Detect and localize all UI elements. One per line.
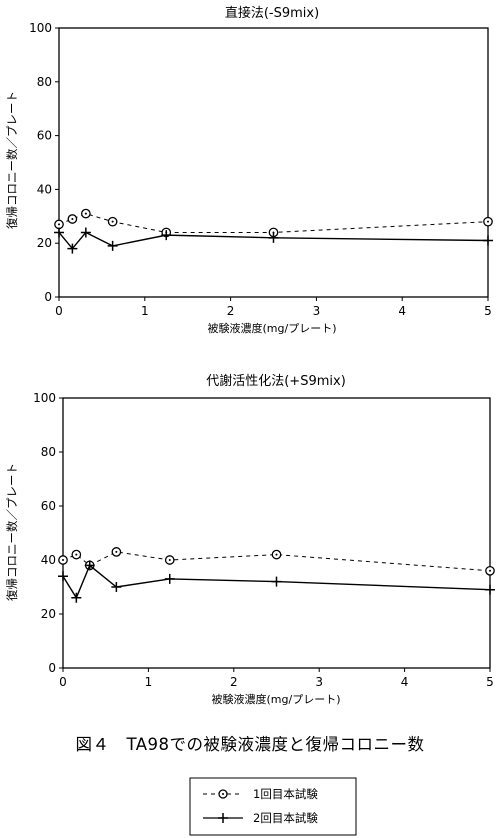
x-tick-label: 0 xyxy=(59,675,67,689)
data-point-series-2 xyxy=(54,227,64,238)
legend-label: 1回目本試験 xyxy=(253,787,318,801)
y-tick-label: 100 xyxy=(29,21,52,35)
data-point-series-2 xyxy=(271,576,282,587)
x-tick-label: 1 xyxy=(141,304,149,318)
x-tick-label: 2 xyxy=(230,675,238,689)
data-point-series-2 xyxy=(161,230,172,241)
x-axis-label: 被験液濃度(mg/プレート) xyxy=(212,692,341,706)
data-point-series-2 xyxy=(67,243,78,254)
y-axis-label: 復帰コロニー数／プレート xyxy=(5,91,19,229)
y-tick-label: 40 xyxy=(37,182,52,196)
y-axis-label: 復帰コロニー数／プレート xyxy=(5,463,19,601)
y-tick-label: 40 xyxy=(41,553,56,567)
x-tick-label: 3 xyxy=(313,304,321,318)
data-point-center xyxy=(489,569,491,572)
data-point-series-2 xyxy=(164,573,175,584)
legend-item-series-2: 2回目本試験 xyxy=(203,811,318,825)
y-tick-label: 100 xyxy=(33,391,56,405)
y-tick-label: 80 xyxy=(37,75,52,89)
x-tick-label: 1 xyxy=(145,675,153,689)
data-point-center xyxy=(75,553,78,556)
data-point-center xyxy=(115,550,118,553)
x-tick-label: 2 xyxy=(227,304,235,318)
data-point-series-2 xyxy=(268,232,279,243)
x-tick-label: 3 xyxy=(315,675,323,689)
data-point-series-2 xyxy=(107,240,118,251)
data-point-center xyxy=(275,553,278,556)
chart-title: 代謝活性化法(+S9mix) xyxy=(206,374,346,389)
x-tick-label: 5 xyxy=(484,304,492,318)
y-tick-label: 60 xyxy=(37,129,52,143)
y-tick-label: 80 xyxy=(41,445,56,459)
plot-frame xyxy=(58,27,489,298)
chart-title: 直接法(-S9mix) xyxy=(225,5,319,21)
data-point-series-2 xyxy=(84,560,95,571)
data-point-series-2 xyxy=(483,235,493,246)
data-point-center xyxy=(58,223,60,226)
chart-metabolic-activation-method: 代謝活性化法(+S9mix) 被験液濃度(mg/プレート) 復帰コロニー数／プレ… xyxy=(5,374,495,706)
data-point-center xyxy=(62,559,64,561)
y-tick-label: 0 xyxy=(48,661,56,675)
x-tick-label: 0 xyxy=(55,304,63,318)
y-tick-label: 60 xyxy=(41,499,56,513)
y-tick-label: 20 xyxy=(41,607,56,621)
data-point-center xyxy=(487,220,489,223)
data-point-series-2 xyxy=(111,582,122,592)
data-point-series-2 xyxy=(80,227,91,238)
x-tick-label: 4 xyxy=(401,675,409,689)
plus-marker xyxy=(218,813,228,823)
legend-box xyxy=(189,777,357,836)
data-point-series-2 xyxy=(71,592,82,603)
figure-caption: 図４ TA98での被験液濃度と復帰コロニー数 xyxy=(75,735,424,754)
legend-label: 2回目本試験 xyxy=(253,811,318,825)
plot-frame xyxy=(62,397,491,669)
x-axis-label: 被験液濃度(mg/プレート) xyxy=(208,321,337,335)
legend-item-series-1: 1回目本試験 xyxy=(203,787,318,801)
data-point-series-2 xyxy=(58,571,68,582)
data-point-center xyxy=(111,220,114,223)
y-tick-label: 20 xyxy=(37,236,52,250)
legend: 1回目本試験 2回目本試験 xyxy=(189,777,357,836)
data-point-center xyxy=(84,212,87,215)
data-point-center xyxy=(168,559,171,561)
chart-direct-method: 直接法(-S9mix) 被験液濃度(mg/プレート) 復帰コロニー数／プレート … xyxy=(5,5,493,335)
y-tick-label: 0 xyxy=(44,290,52,304)
data-point-center xyxy=(71,217,74,220)
x-tick-label: 5 xyxy=(486,675,494,689)
circle-dot-center xyxy=(222,793,224,795)
data-point-series-2 xyxy=(485,584,495,595)
x-tick-label: 4 xyxy=(398,304,406,318)
